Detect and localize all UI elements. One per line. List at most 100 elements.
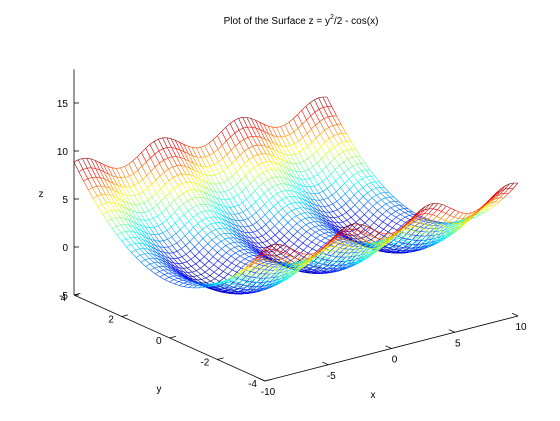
mesh-line-x [254, 259, 260, 261]
mesh-line-x [351, 246, 356, 250]
mesh-line-x [261, 281, 267, 287]
mesh-line-x [157, 223, 163, 227]
mesh-line-x [172, 165, 177, 168]
mesh-line-y [187, 272, 193, 277]
mesh-line-y [233, 237, 239, 243]
mesh-line-x [426, 235, 431, 241]
mesh-line-y [318, 184, 324, 192]
mesh-line-y [155, 273, 161, 278]
mesh-line-y [190, 182, 196, 191]
mesh-line-x [343, 168, 349, 173]
mesh-line-x [202, 234, 208, 239]
mesh-line-y [259, 250, 265, 257]
mesh-line-x [92, 185, 97, 188]
mesh-line-y [181, 277, 188, 281]
mesh-line-y [342, 239, 348, 244]
mesh-line-x [314, 97, 319, 100]
mesh-line-y [243, 273, 249, 278]
mesh-line-x [209, 210, 215, 212]
mesh-line-y [82, 158, 88, 169]
mesh-line-x [367, 189, 372, 194]
mesh-line-y [289, 250, 295, 256]
mesh-line-x [378, 221, 384, 227]
mesh-line-y [176, 273, 182, 277]
mesh-line-y [314, 112, 320, 122]
mesh-line-x [150, 153, 155, 159]
mesh-line-x [316, 271, 322, 274]
mesh-line-y [359, 209, 365, 215]
mesh-line-x [363, 244, 369, 249]
mesh-line-y [221, 279, 227, 283]
mesh-line-y [200, 147, 206, 158]
mesh-line-y [352, 235, 358, 240]
mesh-line-x [453, 227, 458, 229]
mesh-line-y [367, 243, 373, 246]
mesh-line-y [235, 258, 241, 263]
mesh-line-y [183, 144, 189, 155]
mesh-line-y [206, 234, 213, 241]
mesh-line-y [135, 211, 141, 220]
mesh-line-y [297, 239, 303, 244]
mesh-line-y [244, 258, 250, 262]
mesh-line-x [256, 136, 261, 138]
mesh-line-x [181, 245, 186, 250]
mesh-line-x [281, 197, 287, 200]
mesh-line-y [164, 274, 170, 278]
mesh-line-x [317, 170, 323, 175]
mesh-line-y [372, 243, 378, 249]
mesh-line-y [171, 270, 177, 274]
mesh-line-y [332, 125, 338, 135]
mesh-line-y [218, 275, 224, 279]
mesh-line-y [276, 136, 282, 147]
mesh-line-y [245, 262, 251, 268]
mesh-line-x [387, 249, 393, 252]
mesh-line-y [313, 185, 320, 194]
mesh-line-x [191, 197, 197, 199]
mesh-line-y [428, 208, 434, 215]
mesh-line-x [213, 211, 219, 214]
mesh-line-y [111, 219, 117, 227]
mesh-line-y [209, 210, 215, 218]
mesh-line-x [417, 232, 423, 235]
mesh-line-y [331, 261, 337, 265]
mesh-line-y [424, 245, 430, 248]
mesh-line-x [268, 140, 274, 144]
mesh-line-y [420, 244, 426, 248]
mesh-line-y [298, 254, 305, 258]
mesh-line-x [129, 173, 134, 177]
mesh-line-y [292, 264, 298, 270]
mesh-line-y [137, 233, 144, 240]
mesh-line-y [340, 197, 347, 204]
y-axis-label: y [157, 384, 162, 395]
mesh-line-x [450, 207, 455, 211]
mesh-line-y [329, 150, 335, 159]
mesh-line-x [187, 145, 193, 148]
mesh-line-y [265, 278, 271, 282]
mesh-line-y [321, 158, 327, 167]
mesh-line-y [316, 270, 322, 272]
mesh-line-y [217, 260, 223, 265]
mesh-line-x [328, 265, 333, 270]
mesh-line-y [286, 205, 292, 211]
mesh-line-y [498, 197, 504, 203]
mesh-line-y [182, 279, 188, 283]
mesh-line-x [302, 269, 308, 273]
mesh-line-x [261, 144, 266, 147]
mesh-line-x [307, 241, 312, 247]
mesh-line-y [168, 272, 174, 277]
mesh-line-x [281, 136, 286, 138]
mesh-line-x [431, 226, 436, 230]
mesh-line-x [341, 212, 347, 216]
mesh-line-x [346, 250, 351, 254]
mesh-line-x [290, 248, 295, 251]
mesh-line-y [247, 249, 253, 253]
mesh-line-x [164, 272, 169, 275]
mesh-line-y [479, 212, 485, 216]
mesh-line-y [186, 182, 192, 191]
mesh-line-x [394, 240, 399, 243]
mesh-line-x [240, 263, 246, 269]
mesh-line-y [277, 259, 283, 263]
mesh-line-x [330, 169, 336, 175]
mesh-line-x [323, 197, 328, 200]
mesh-line-y [462, 213, 468, 219]
